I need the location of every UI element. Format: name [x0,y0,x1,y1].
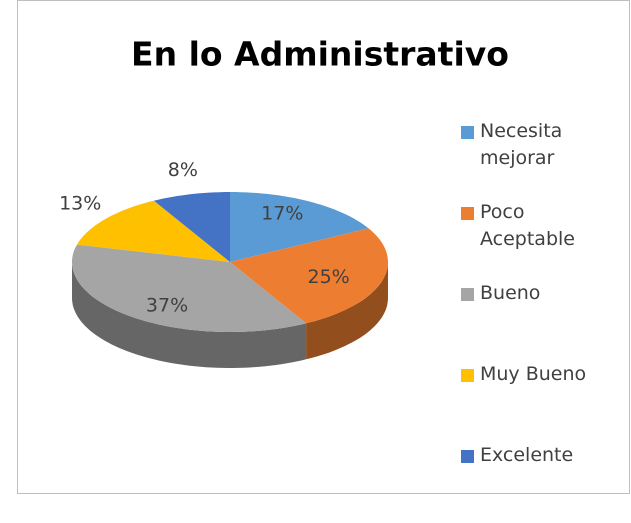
data-label: 13% [59,193,101,215]
data-label: 25% [308,266,350,288]
chart: En lo Administrativo 17% 25% 37% 13% 8% [17,0,630,494]
legend-label: Excelente [480,444,574,466]
data-label: 17% [261,202,303,224]
legend-swatch [461,126,474,139]
legend-swatch [461,207,474,220]
legend-entry: Necesita mejorar [461,118,621,199]
page: {"chart_data": {"type": "pie3d", "title"… [17,0,630,494]
legend-swatch [461,450,474,463]
slice [77,200,230,262]
legend-entry: Poco Aceptable [461,199,621,280]
slice [230,228,388,324]
legend-label: Necesita mejorar [480,120,563,169]
legend-label: Muy Bueno [480,363,587,385]
slice-side [306,262,388,360]
legend-swatch [461,369,474,382]
slice-side [72,262,307,368]
data-label: 8% [168,159,198,181]
legend-entry: Bueno [461,280,621,361]
legend-entry: Excelente [461,442,621,523]
data-label: 37% [146,295,188,317]
legend: Necesita mejorar Poco Aceptable Bueno Muy B… [461,118,621,523]
legend-entry: Muy Bueno [461,361,621,442]
chart-title: En lo Administrativo [131,35,509,74]
legend-label: Poco Aceptable [480,201,575,250]
slice [72,244,307,332]
slice [230,192,369,262]
slice [153,192,230,262]
legend-label: Bueno [480,282,541,304]
legend-swatch [461,288,474,301]
